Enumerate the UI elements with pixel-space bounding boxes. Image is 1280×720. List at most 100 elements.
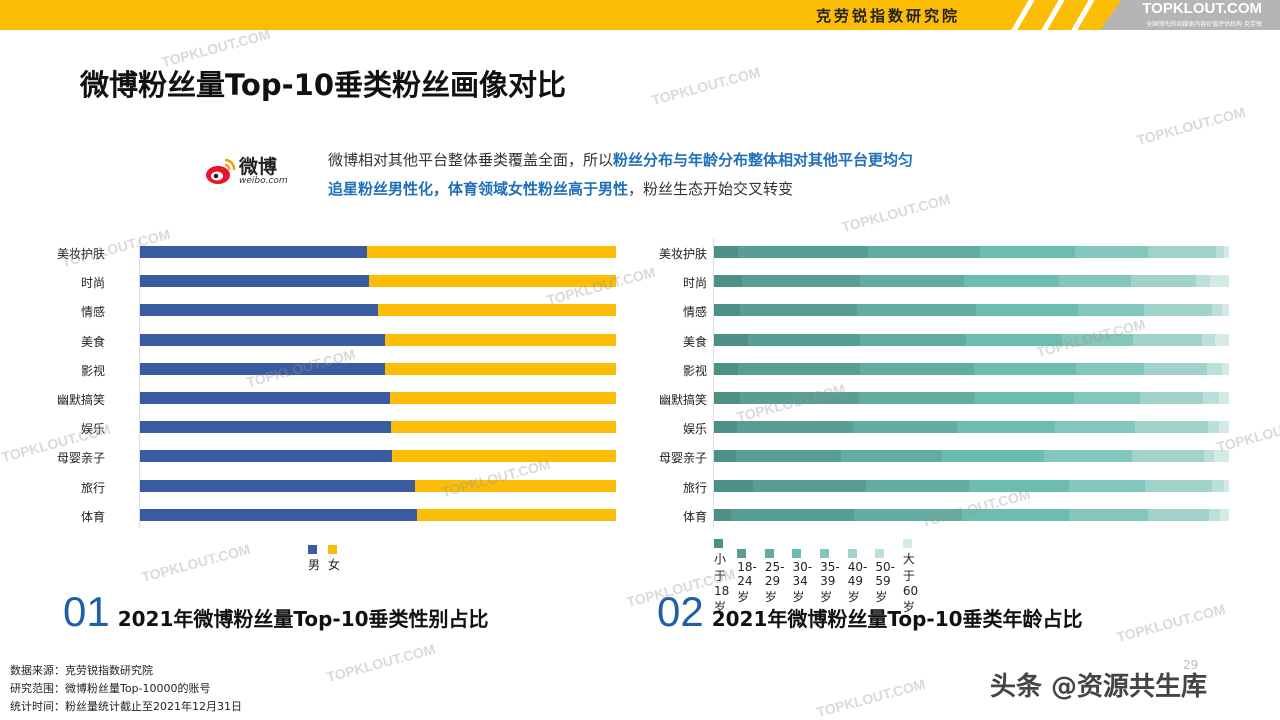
- bar-segment: [1214, 333, 1229, 346]
- category-label: 旅行: [682, 480, 707, 495]
- bar-segment: [1075, 362, 1144, 375]
- stacked-bar: [714, 304, 1229, 317]
- desc-highlight: 粉丝分布与年龄分布整体相对其他平台更均匀: [613, 151, 914, 169]
- bar-segment: [1201, 333, 1215, 346]
- bar-segment: [140, 304, 378, 317]
- section-title: 2021年微博粉丝量Top-10垂类性别占比: [117, 607, 489, 631]
- page-number: 29: [1183, 658, 1199, 672]
- bar-segment: [973, 362, 1076, 375]
- axis-line: [139, 238, 140, 528]
- bar-segment: [1213, 450, 1229, 463]
- bar-segment: [1203, 392, 1219, 404]
- bar-segment: [378, 304, 616, 317]
- bar-segment: [975, 304, 1079, 317]
- desc-highlight: 追星粉丝男性化，体育领域女性粉丝高于男性: [328, 180, 629, 198]
- bar-segment: [140, 421, 391, 434]
- stacked-bar: [140, 304, 616, 317]
- bar-segment: [1218, 421, 1229, 434]
- legend-item: 小于18岁: [714, 536, 729, 615]
- legend-item: 35-39岁: [820, 546, 840, 605]
- legend-label: 25-29岁: [764, 560, 785, 604]
- bar-segment: [1078, 304, 1144, 317]
- note-source: 数据来源：克劳锐指数研究院: [10, 664, 153, 677]
- bar-segment: [736, 421, 854, 434]
- bar-segment: [368, 275, 616, 288]
- category-label: 旅行: [80, 480, 105, 495]
- bar-segment: [747, 333, 861, 346]
- notes: 数据来源：克劳锐指数研究院 研究范围：微博粉丝量Top-10000的账号 统计时…: [10, 662, 242, 716]
- bar-segment: [417, 508, 616, 521]
- category-label: 时尚: [682, 276, 707, 291]
- stripe: [1041, 0, 1065, 30]
- bar-segment: [1062, 333, 1133, 346]
- weibo-icon: [206, 158, 236, 184]
- legend-swatch: [902, 539, 912, 548]
- bar-segment: [366, 246, 616, 258]
- legend-swatch: [820, 549, 830, 558]
- stacked-bar: [140, 275, 616, 288]
- bar-segment: [714, 304, 741, 317]
- stacked-bar: [714, 479, 1229, 492]
- chart-legend: 小于18岁 18-24岁 25-29岁 30-34岁 35-39岁 40-49岁 50-59…: [714, 536, 918, 615]
- watermark: TOPKLOUT.COM: [1114, 600, 1227, 646]
- legend-swatch: [737, 549, 747, 558]
- bar-segment: [389, 392, 616, 404]
- section-2-title: 02 2021年微博粉丝量Top-10垂类年龄占比: [657, 588, 1083, 636]
- note-time: 统计时间：粉丝量统计截止至2021年12月31日: [10, 700, 242, 713]
- stacked-bar: [714, 362, 1229, 375]
- bar-segment: [1073, 392, 1141, 404]
- stripe: [1011, 0, 1035, 30]
- bar-segment: [1144, 362, 1207, 375]
- bar-segment: [975, 392, 1074, 404]
- bar-segment: [740, 392, 859, 404]
- stacked-bar: [140, 362, 616, 375]
- legend-item: 18-24岁: [737, 546, 757, 605]
- section-number: 01: [63, 588, 110, 635]
- bar-segment: [841, 450, 943, 463]
- bar-segment: [966, 333, 1063, 346]
- category-label: 体育: [682, 509, 707, 524]
- bar-segment: [731, 508, 854, 521]
- bar-segment: [140, 392, 390, 404]
- legend-item: 大于60岁: [902, 536, 919, 615]
- category-label: 情感: [682, 305, 707, 320]
- legend-label: 男: [308, 558, 321, 572]
- brand-block: [1100, 0, 1280, 30]
- bar-segment: [140, 275, 369, 288]
- brand-subtitle: 全国领先的自媒体内容价值评估机构 克劳锐: [1146, 21, 1262, 28]
- bar-segment: [1143, 304, 1212, 317]
- legend-swatch: [308, 545, 317, 554]
- category-label: 美妆护肤: [658, 247, 707, 261]
- bar-segment: [964, 275, 1059, 288]
- bar-segment: [1044, 450, 1133, 463]
- stacked-bar: [714, 246, 1229, 258]
- bar-segment: [1209, 508, 1221, 521]
- bar-segment: [1068, 508, 1149, 521]
- org-name: 克劳锐指数研究院: [815, 7, 960, 25]
- category-label: 体育: [80, 509, 105, 524]
- desc-text: ，粉丝生态开始交叉转变: [628, 180, 794, 198]
- bar-segment: [1211, 304, 1223, 317]
- bar-segment: [1130, 275, 1196, 288]
- bar-segment: [753, 479, 866, 492]
- stacked-bar: [140, 246, 616, 258]
- desc-text: 微博相对其他平台整体垂类覆盖全面，所以: [328, 151, 614, 169]
- legend-label: 35-39岁: [820, 560, 840, 604]
- category-label: 母婴亲子: [658, 451, 707, 466]
- bar-segment: [140, 450, 393, 463]
- section-title: 2021年微博粉丝量Top-10垂类年龄占比: [711, 607, 1083, 631]
- corner-watermark: 头条 @资源共生库: [990, 672, 1208, 702]
- legend-item: 女: [328, 542, 340, 573]
- watermark: TOPKLOUT.COM: [439, 455, 552, 501]
- legend-label: 大于60岁: [902, 552, 919, 614]
- bar-segment: [968, 479, 1069, 492]
- bar-segment: [1148, 508, 1210, 521]
- category-label: 幽默搞笑: [56, 393, 105, 407]
- bar-segment: [1222, 362, 1229, 375]
- bar-segment: [1132, 450, 1204, 463]
- bar-segment: [1074, 246, 1149, 258]
- category-label: 美妆护肤: [56, 247, 105, 261]
- section-1-title: 01 2021年微博粉丝量Top-10垂类性别占比: [63, 588, 489, 636]
- bar-segment: [714, 392, 741, 404]
- brand-logo: TOPKLOUT.COM: [1142, 0, 1262, 17]
